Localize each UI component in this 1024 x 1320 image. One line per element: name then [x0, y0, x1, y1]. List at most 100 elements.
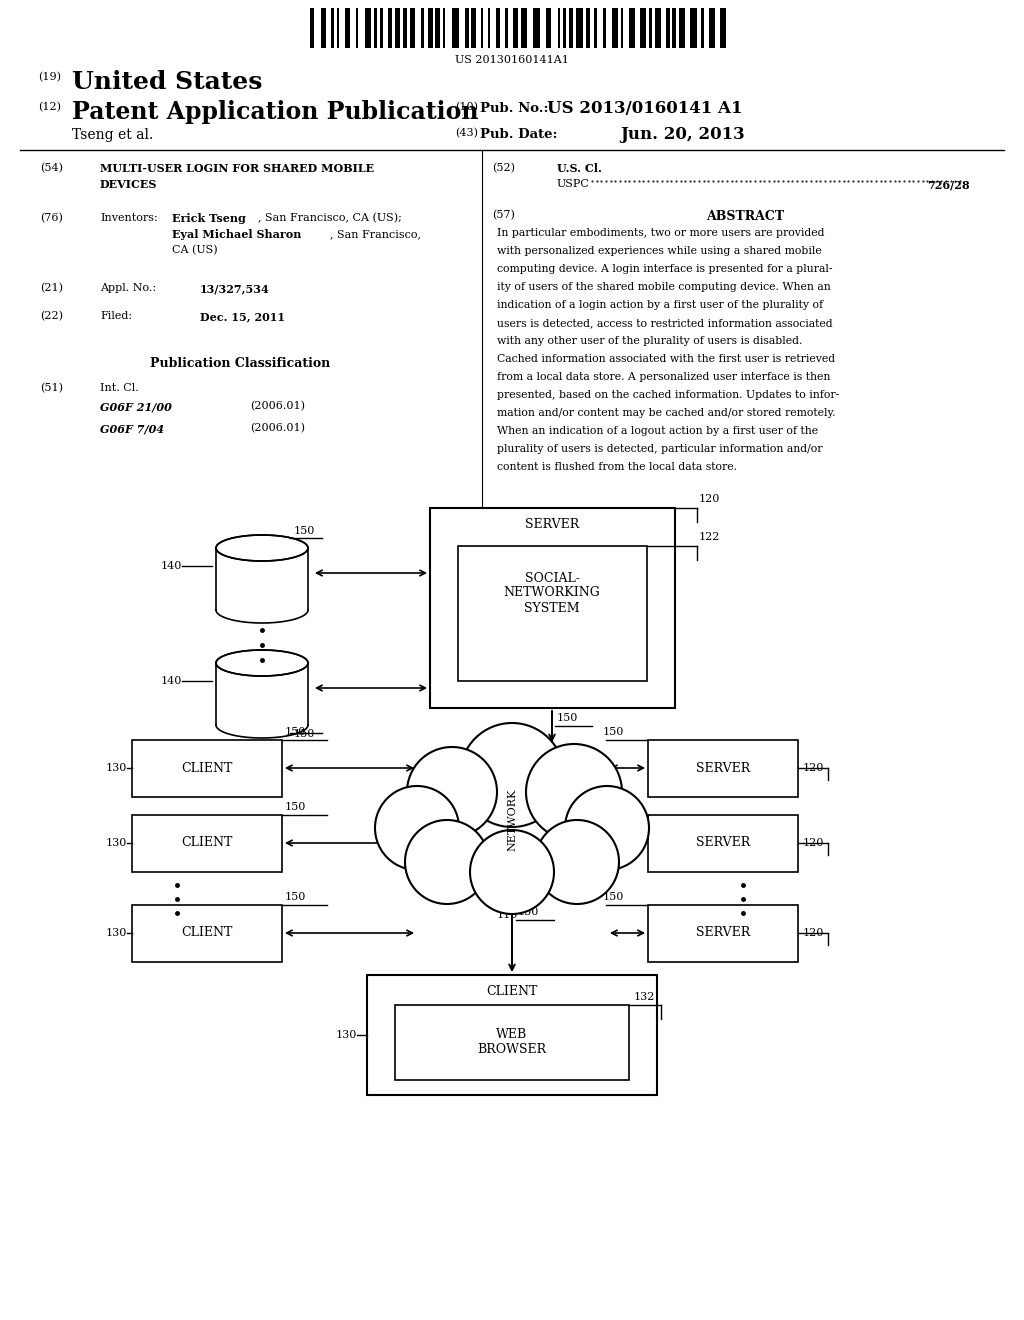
Text: (43): (43) [455, 128, 478, 139]
Bar [367, 975, 657, 1096]
Bar [480, 8, 483, 48]
Text: 13/327,534: 13/327,534 [200, 282, 269, 294]
Text: 150: 150 [557, 713, 579, 723]
Text: US 2013/0160141 A1: US 2013/0160141 A1 [547, 100, 742, 117]
Text: Erick Tseng: Erick Tseng [172, 213, 246, 224]
Bar [710, 8, 715, 48]
Bar [505, 8, 509, 48]
Bar [435, 8, 440, 48]
Text: 150: 150 [285, 803, 306, 812]
Text: CLIENT: CLIENT [486, 985, 538, 998]
Text: (2006.01): (2006.01) [250, 422, 305, 433]
Text: (21): (21) [40, 282, 63, 293]
Text: (57): (57) [492, 210, 515, 220]
Text: (52): (52) [492, 162, 515, 173]
Text: , San Francisco, CA (US);: , San Francisco, CA (US); [258, 213, 401, 223]
Text: 726/28: 726/28 [928, 180, 970, 190]
Text: SOCIAL-
NETWORKING
SYSTEM: SOCIAL- NETWORKING SYSTEM [504, 572, 600, 615]
Text: Pub. Date:: Pub. Date: [480, 128, 557, 141]
Bar [595, 8, 597, 48]
Text: (2006.01): (2006.01) [250, 401, 305, 412]
Text: 130: 130 [336, 1030, 357, 1040]
Bar [563, 8, 565, 48]
Text: (76): (76) [40, 213, 62, 223]
Bar [403, 8, 407, 48]
Text: with any other user of the plurality of users is disabled.: with any other user of the plurality of … [497, 337, 803, 346]
Bar [411, 8, 415, 48]
Text: 130: 130 [105, 928, 127, 939]
Text: computing device. A login interface is presented for a plural-: computing device. A login interface is p… [497, 264, 833, 275]
Text: 150: 150 [518, 907, 540, 917]
Bar [132, 814, 282, 873]
Bar [421, 8, 424, 48]
Text: Pub. No.:: Pub. No.: [480, 102, 549, 115]
Bar [701, 8, 703, 48]
Text: Dec. 15, 2011: Dec. 15, 2011 [200, 312, 285, 322]
Text: Tseng et al.: Tseng et al. [72, 128, 154, 143]
Text: SERVER: SERVER [525, 517, 580, 531]
Text: NETWORK: NETWORK [507, 789, 517, 851]
Text: Eyal Michael Sharon: Eyal Michael Sharon [172, 228, 301, 240]
Text: SERVER: SERVER [696, 837, 751, 850]
Text: (22): (22) [40, 312, 63, 321]
Text: Filed:: Filed: [100, 312, 132, 321]
Bar [648, 814, 798, 873]
Text: United States: United States [72, 70, 262, 94]
Bar [569, 8, 573, 48]
Text: 110: 110 [497, 909, 518, 920]
Text: 150: 150 [603, 803, 625, 812]
Text: In particular embodiments, two or more users are provided: In particular embodiments, two or more u… [497, 228, 824, 238]
Text: Jun. 20, 2013: Jun. 20, 2013 [620, 125, 744, 143]
Bar [380, 8, 383, 48]
Bar [630, 8, 635, 48]
Text: 140: 140 [161, 676, 182, 686]
Text: CLIENT: CLIENT [181, 762, 232, 775]
Text: 120: 120 [803, 928, 824, 939]
Text: SERVER: SERVER [696, 927, 751, 940]
Bar [471, 8, 476, 48]
Bar [497, 8, 500, 48]
Text: 150: 150 [285, 892, 306, 902]
Bar [673, 8, 676, 48]
Text: 130: 130 [105, 763, 127, 774]
Bar [453, 8, 459, 48]
Text: 150: 150 [603, 892, 625, 902]
Bar [337, 8, 339, 48]
Bar [365, 8, 371, 48]
Text: CLIENT: CLIENT [181, 837, 232, 850]
Text: ity of users of the shared mobile computing device. When an: ity of users of the shared mobile comput… [497, 282, 830, 292]
Text: CLIENT: CLIENT [181, 927, 232, 940]
Text: 140: 140 [161, 561, 182, 572]
Bar [680, 8, 685, 48]
Bar [612, 8, 618, 48]
Bar [430, 508, 675, 708]
Bar [331, 8, 334, 48]
Text: Cached information associated with the first user is retrieved: Cached information associated with the f… [497, 354, 836, 364]
Bar [547, 8, 551, 48]
Text: 122: 122 [699, 532, 720, 543]
Bar [648, 8, 652, 48]
Text: (51): (51) [40, 383, 63, 393]
Bar [428, 8, 433, 48]
Bar [443, 8, 445, 48]
Text: users is detected, access to restricted information associated: users is detected, access to restricted … [497, 318, 833, 327]
Polygon shape [216, 535, 308, 561]
Text: (54): (54) [40, 162, 63, 173]
Text: MULTI-USER LOGIN FOR SHARED MOBILE: MULTI-USER LOGIN FOR SHARED MOBILE [100, 162, 374, 174]
Text: , San Francisco,: , San Francisco, [330, 228, 421, 239]
Bar [577, 8, 583, 48]
Text: with personalized experiences while using a shared mobile: with personalized experiences while usin… [497, 246, 821, 256]
Bar [520, 8, 527, 48]
Bar [132, 906, 282, 962]
Bar [648, 741, 798, 797]
Bar [603, 8, 605, 48]
Bar [374, 8, 377, 48]
Text: G06F 7/04: G06F 7/04 [100, 422, 164, 434]
Text: 130: 130 [105, 838, 127, 847]
Text: plurality of users is detected, particular information and/or: plurality of users is detected, particul… [497, 444, 822, 454]
Text: 150: 150 [294, 729, 315, 739]
Text: presented, based on the cached information. Updates to infor-: presented, based on the cached informati… [497, 389, 840, 400]
Bar [458, 546, 647, 681]
Text: USPC: USPC [557, 180, 590, 189]
Text: 150: 150 [294, 525, 315, 536]
